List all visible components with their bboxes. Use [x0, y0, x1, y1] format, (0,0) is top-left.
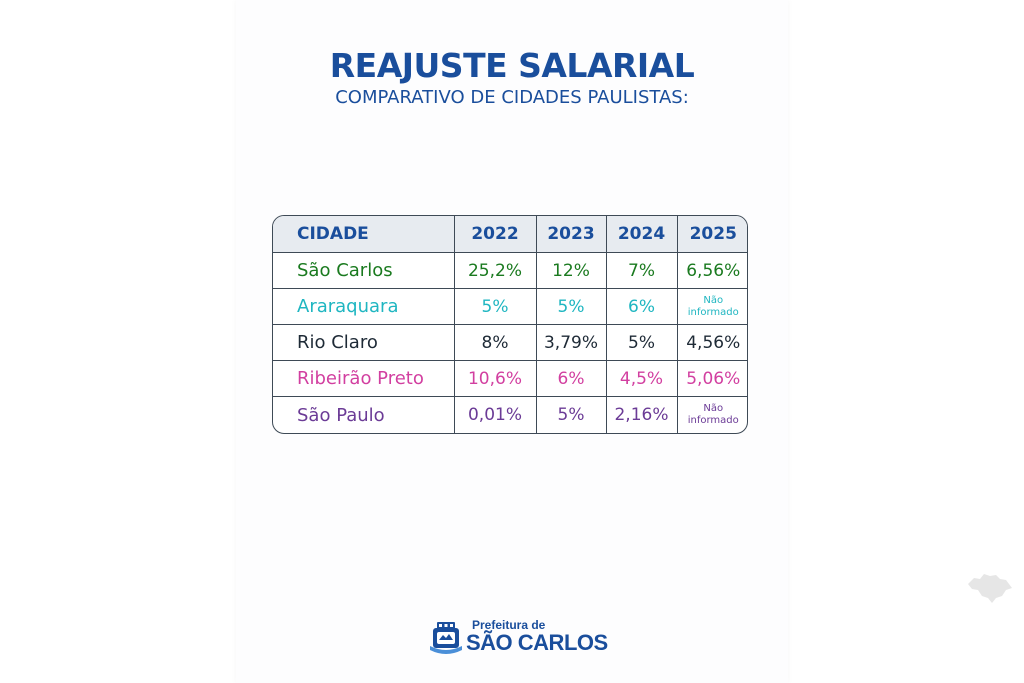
value-2025: 6,56% [676, 251, 747, 290]
salary-table: CIDADE 2022 2023 2024 2025 São Carlos 25… [272, 215, 748, 434]
table-row-araraquara: Araraquara 5% 5% 6% Não informado [273, 288, 747, 326]
value-2022: 25,2% [453, 251, 537, 290]
value-2024: 5% [605, 324, 678, 362]
value-2024: 4,5% [605, 360, 678, 398]
value-2025: Não informado [676, 288, 747, 326]
city-name: Araraquara [273, 288, 455, 326]
value-2022: 5% [453, 288, 537, 326]
column-header-2022: 2022 [453, 216, 537, 253]
column-header-2024: 2024 [605, 216, 678, 253]
value-2022: 10,6% [453, 360, 537, 398]
table-row-sao-carlos: São Carlos 25,2% 12% 7% 6,56% [273, 251, 747, 290]
value-2023: 3,79% [535, 324, 607, 362]
table-row-ribeirao-preto: Ribeirão Preto 10,6% 6% 4,5% 5,06% [273, 360, 747, 398]
city-name: São Carlos [273, 251, 455, 290]
value-2025: Não informado [676, 396, 747, 433]
column-header-2023: 2023 [535, 216, 607, 253]
value-2025: 5,06% [676, 360, 747, 398]
table-row-sao-paulo: São Paulo 0,01% 5% 2,16% Não informado [273, 396, 747, 433]
prefeitura-logo: Prefeitura de SÃO CARLOS [430, 618, 608, 658]
logo-line-1: Prefeitura de [472, 618, 546, 632]
city-name: Rio Claro [273, 324, 455, 362]
city-crest-icon [430, 622, 462, 654]
city-name: Ribeirão Preto [273, 360, 455, 398]
value-2024: 7% [605, 251, 678, 290]
sao-paulo-state-map-icon [968, 574, 1012, 603]
logo-line-2: SÃO CARLOS [466, 630, 608, 655]
column-header-city: CIDADE [273, 216, 455, 253]
table-header-row: CIDADE 2022 2023 2024 2025 [273, 216, 747, 253]
value-2023: 5% [535, 288, 607, 326]
table-row-rio-claro: Rio Claro 8% 3,79% 5% 4,56% [273, 324, 747, 362]
value-2022: 8% [453, 324, 537, 362]
value-2024: 6% [605, 288, 678, 326]
page-title: REAJUSTE SALARIAL [329, 46, 695, 85]
city-name: São Paulo [273, 396, 455, 433]
value-2025: 4,56% [676, 324, 747, 362]
value-2022: 0,01% [453, 396, 537, 433]
column-header-2025: 2025 [676, 216, 747, 253]
page-subtitle: COMPARATIVO DE CIDADES PAULISTAS: [335, 87, 689, 108]
value-2024: 2,16% [605, 396, 678, 433]
value-2023: 6% [535, 360, 607, 398]
value-2023: 5% [535, 396, 607, 433]
value-2023: 12% [535, 251, 607, 290]
